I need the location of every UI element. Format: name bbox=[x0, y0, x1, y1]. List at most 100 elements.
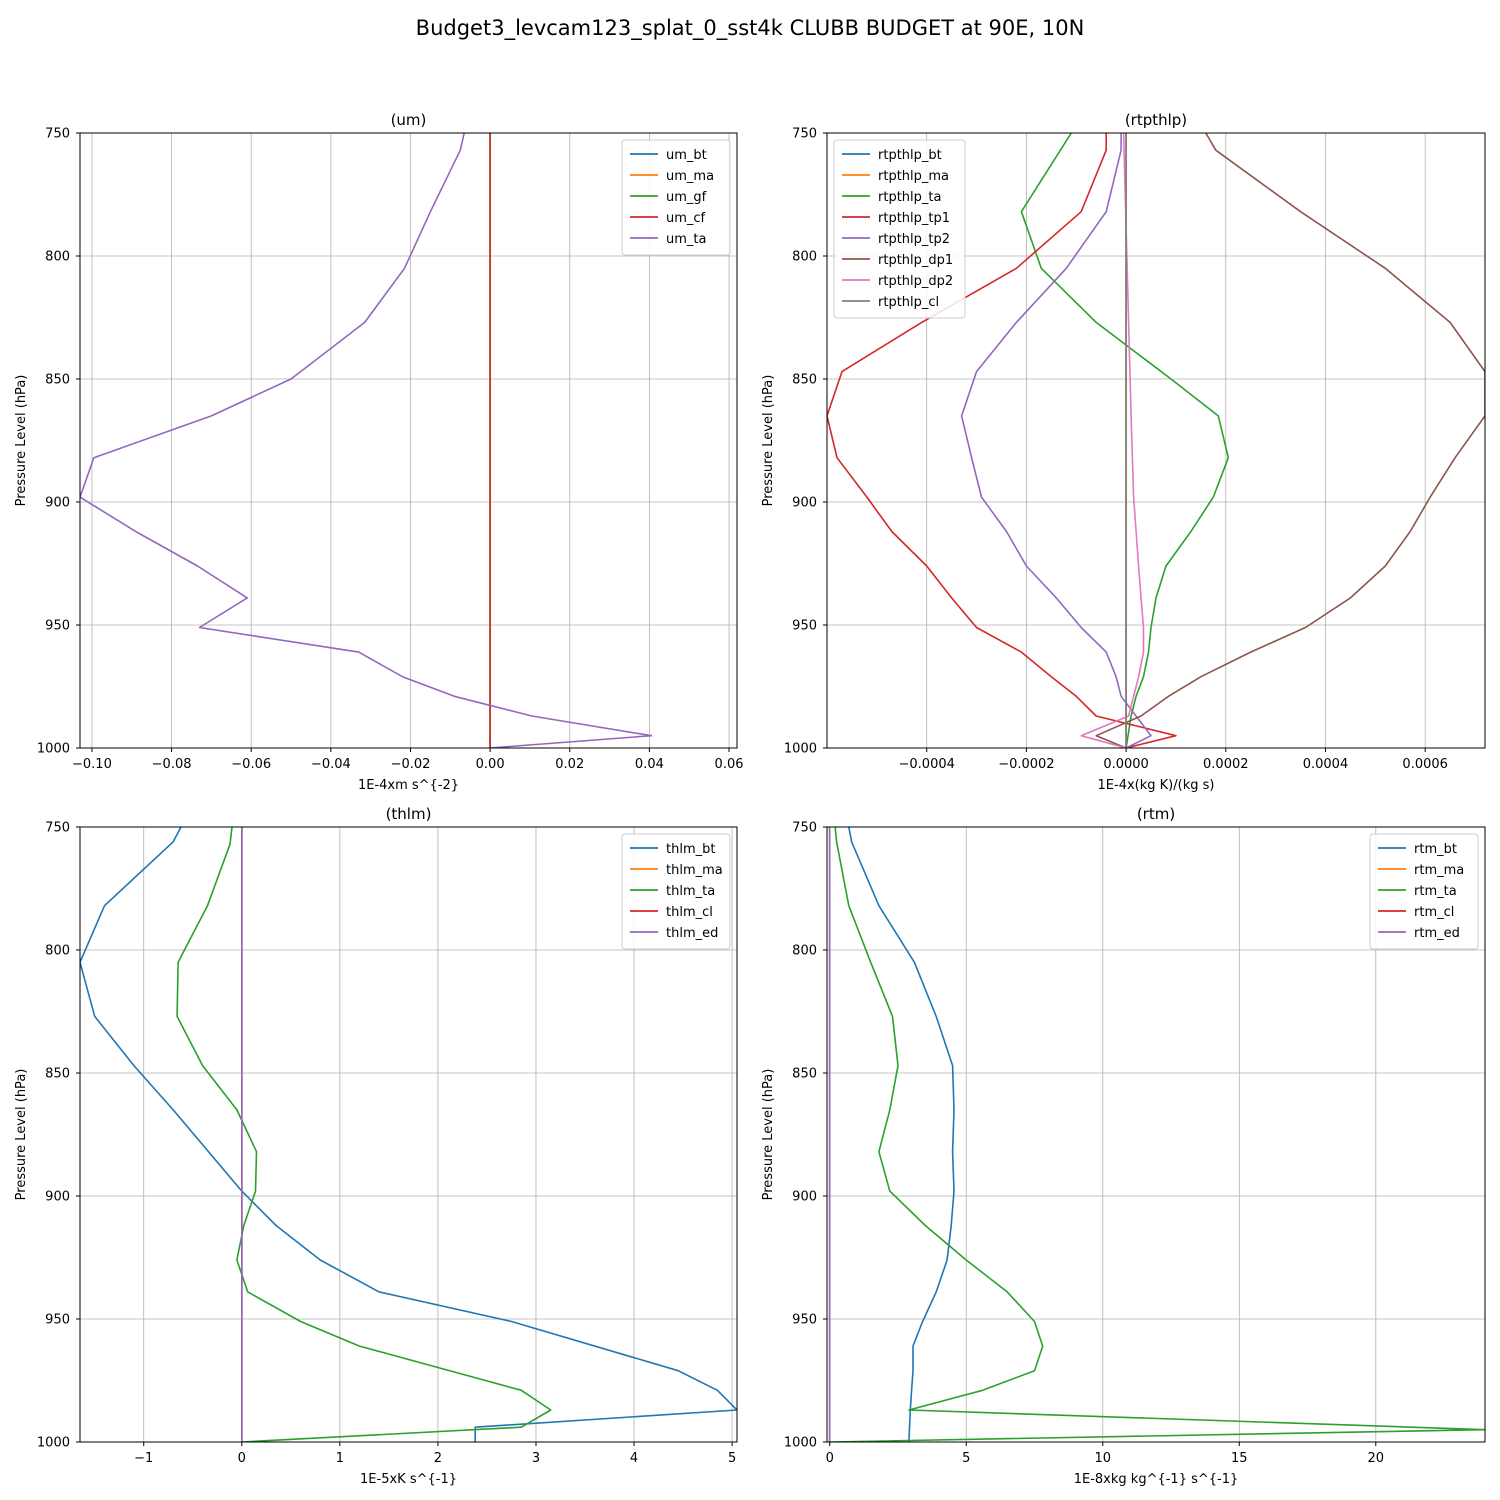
y-tick-label: 750 bbox=[45, 127, 70, 142]
x-axis-label: 1E-4xm s^{-2} bbox=[358, 778, 459, 793]
x-tick-label: 4 bbox=[630, 1451, 638, 1466]
y-tick-label: 950 bbox=[792, 1313, 817, 1328]
y-tick-label: 1000 bbox=[37, 1436, 70, 1451]
x-tick-label: 0.04 bbox=[635, 757, 664, 772]
legend-entry: rtpthlp_bt bbox=[878, 148, 942, 163]
legend-entry: um_bt bbox=[666, 148, 707, 163]
legend-box bbox=[833, 139, 966, 319]
x-tick-label: 0.0000 bbox=[1103, 757, 1149, 772]
legend-entry: rtpthlp_cl bbox=[878, 295, 939, 310]
x-tick-label: 3 bbox=[532, 1451, 540, 1466]
y-tick-label: 1000 bbox=[784, 1436, 817, 1451]
y-axis-label: Pressure Level (hPa) bbox=[761, 1069, 776, 1201]
series-line-thlm_bt bbox=[80, 827, 737, 1442]
axes-frame bbox=[826, 132, 1486, 749]
x-tick-label: −0.06 bbox=[231, 757, 271, 772]
y-tick-label: 750 bbox=[792, 127, 817, 142]
y-tick-label: 750 bbox=[45, 821, 70, 836]
x-tick-label: 20 bbox=[1368, 1451, 1385, 1466]
legend-entry: um_cf bbox=[666, 211, 706, 226]
x-tick-label: 0.0004 bbox=[1303, 757, 1349, 772]
legend-entry: rtpthlp_dp1 bbox=[878, 253, 953, 268]
series-line-thlm_ta bbox=[176, 827, 552, 1442]
x-tick-label: 5 bbox=[728, 1451, 736, 1466]
y-tick-label: 950 bbox=[792, 619, 817, 634]
series-line-um_ta bbox=[80, 133, 653, 748]
y-tick-label: 850 bbox=[45, 373, 70, 388]
y-axis-label: Pressure Level (hPa) bbox=[14, 1069, 29, 1201]
axes-frame bbox=[79, 132, 738, 749]
x-tick-label: 0 bbox=[826, 1451, 834, 1466]
legend-box bbox=[1369, 833, 1479, 950]
x-tick-label: 0.0002 bbox=[1203, 757, 1249, 772]
legend-box bbox=[621, 139, 731, 256]
x-tick-label: 0.00 bbox=[476, 757, 505, 772]
axes-frame bbox=[79, 826, 738, 1443]
series-line-rtm_bt bbox=[848, 827, 955, 1442]
x-axis-label: 1E-8xkg kg^{-1} s^{-1} bbox=[1074, 1472, 1239, 1487]
y-tick-label: 800 bbox=[45, 944, 70, 959]
x-tick-label: 0.06 bbox=[715, 757, 744, 772]
x-tick-label: 15 bbox=[1231, 1451, 1248, 1466]
legend: rtm_bt rtm_ma rtm_ta rtm_cl rtm_ed bbox=[1369, 833, 1479, 950]
legend-entry: rtm_ed bbox=[1414, 926, 1460, 941]
x-tick-label: −0.04 bbox=[311, 757, 351, 772]
x-tick-label: −0.0004 bbox=[899, 757, 955, 772]
legend-box bbox=[621, 833, 731, 950]
panel-1: −0.10 −0.08 −0.06 −0.04 −0.02 0.00 0.02 0.04 0.0… bbox=[14, 111, 744, 793]
panel-title: (rtm) bbox=[1137, 805, 1175, 823]
x-tick-label: −1 bbox=[134, 1451, 153, 1466]
x-tick-label: 10 bbox=[1094, 1451, 1111, 1466]
legend-entry: thlm_ed bbox=[666, 926, 718, 941]
y-tick-label: 900 bbox=[792, 1190, 817, 1205]
x-tick-label: 1 bbox=[336, 1451, 344, 1466]
series-line-rtpthlp_ta bbox=[1020, 133, 1230, 748]
x-tick-label: 0.0006 bbox=[1402, 757, 1448, 772]
y-tick-label: 800 bbox=[45, 250, 70, 265]
x-axis-label: 1E-4x(kg K)/(kg s) bbox=[1098, 778, 1215, 793]
series-line-rtpthlp_dp2 bbox=[1080, 133, 1145, 748]
y-tick-label: 950 bbox=[45, 1313, 70, 1328]
y-tick-label: 850 bbox=[45, 1067, 70, 1082]
y-tick-label: 900 bbox=[45, 1190, 70, 1205]
legend-entry: thlm_ta bbox=[666, 884, 715, 899]
legend-entry: rtm_ta bbox=[1414, 884, 1457, 899]
legend: thlm_bt thlm_ma thlm_ta thlm_cl thlm_ed bbox=[621, 833, 731, 950]
legend-entry: rtm_bt bbox=[1414, 842, 1457, 857]
x-tick-label: −0.02 bbox=[391, 757, 431, 772]
y-tick-label: 1000 bbox=[784, 742, 817, 757]
y-axis-label: Pressure Level (hPa) bbox=[14, 375, 29, 507]
figure-title: Budget3_levcam123_splat_0_sst4k CLUBB BU… bbox=[415, 16, 1085, 40]
x-tick-label: 5 bbox=[962, 1451, 970, 1466]
series-line-rtm_ta bbox=[829, 827, 1485, 1442]
x-tick-label: 2 bbox=[434, 1451, 442, 1466]
panel-title: (rtpthlp) bbox=[1125, 111, 1187, 129]
legend-entry: um_ma bbox=[666, 169, 714, 184]
y-tick-label: 800 bbox=[792, 944, 817, 959]
legend-entry: um_ta bbox=[666, 232, 706, 247]
legend-entry: rtm_cl bbox=[1414, 905, 1454, 920]
legend-entry: rtpthlp_tp2 bbox=[878, 232, 950, 247]
x-tick-label: −0.10 bbox=[72, 757, 112, 772]
y-tick-label: 850 bbox=[792, 1067, 817, 1082]
panel-title: (thlm) bbox=[386, 805, 432, 823]
axes-frame bbox=[826, 826, 1486, 1443]
y-tick-label: 1000 bbox=[37, 742, 70, 757]
y-tick-label: 900 bbox=[792, 496, 817, 511]
x-tick-label: 0.02 bbox=[555, 757, 584, 772]
series-line-rtpthlp_tp1 bbox=[827, 133, 1177, 748]
series-line-rtpthlp_dp1 bbox=[1095, 133, 1485, 748]
legend-entry: rtpthlp_ma bbox=[878, 169, 949, 184]
x-tick-label: 0 bbox=[238, 1451, 246, 1466]
legend-entry: thlm_ma bbox=[666, 863, 723, 878]
y-tick-label: 800 bbox=[792, 250, 817, 265]
panel-title: (um) bbox=[391, 111, 427, 129]
y-tick-label: 750 bbox=[792, 821, 817, 836]
panel-4: 0 5 10 15 20 750 800 850 900 950 1000 (rtm) 1E-8xkg … bbox=[761, 805, 1486, 1487]
legend-entry: um_gf bbox=[666, 190, 707, 205]
x-tick-label: −0.0002 bbox=[998, 757, 1054, 772]
y-tick-label: 950 bbox=[45, 619, 70, 634]
legend-entry: rtm_ma bbox=[1414, 863, 1464, 878]
legend: um_bt um_ma um_gf um_cf um_ta bbox=[621, 139, 731, 256]
